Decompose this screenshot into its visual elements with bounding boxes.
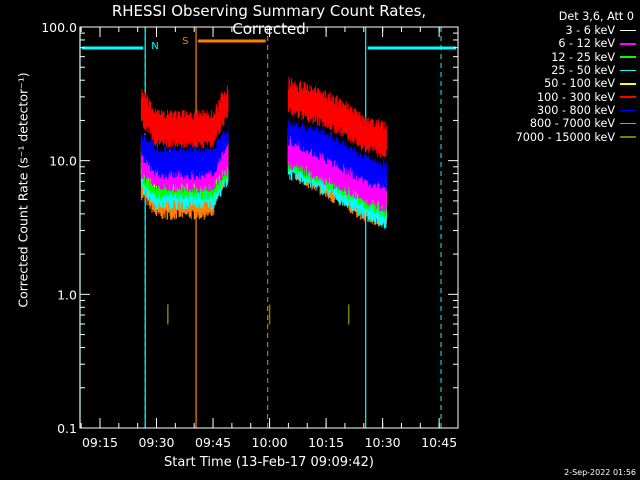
legend-item: 25 - 50 keV [470,64,636,77]
legend-item: 100 - 300 keV [470,90,636,104]
legend-label: 25 - 50 keV [551,64,615,78]
legend-swatch [620,83,636,85]
legend-swatch [620,56,636,58]
x-tick-label: 10:30 [365,435,401,450]
legend-swatch [620,109,636,112]
saa-label: S [182,36,188,47]
legend-label: 50 - 100 keV [544,77,615,91]
x-tick-label: 10:15 [308,435,344,450]
legend-item: 300 - 800 keV [470,104,636,117]
timestamp: 2-Sep-2022 01:56 [564,468,636,477]
legend-label: 800 - 7000 keV [529,117,615,131]
x-axis-label: Start Time (13-Feb-17 09:09:42) [164,455,374,470]
legend-swatch [620,29,636,32]
legend-label: 12 - 25 keV [551,50,615,64]
legend-label: 6 - 12 keV [558,37,615,51]
legend-item: 7000 - 15000 keV [470,130,636,144]
legend-swatch [620,136,636,138]
legend-swatch [620,96,636,98]
chart-title: RHESSI Observing Summary Count Rates, Co… [111,2,427,38]
y-tick-label: 100.0 [41,20,77,35]
legend-swatch [620,69,636,72]
y-axis-label: Corrected Count Rate (s⁻¹ detector⁻¹) [15,72,31,308]
legend-label: 3 - 6 keV [565,24,615,38]
y-tick-label: 10.0 [49,154,77,169]
y-tick-label: 1.0 [57,287,77,302]
legend-item: 50 - 100 keV [470,77,636,90]
series-5 [140,85,229,149]
x-tick-label: 09:15 [82,435,118,450]
x-tick-label: 10:45 [421,435,457,450]
legend-label: 100 - 300 keV [536,90,615,104]
y-tick-label: 0.1 [57,421,77,436]
legend-item: 12 - 25 keV [470,51,636,64]
legend-label: 300 - 800 keV [536,103,615,117]
plot-frame [79,26,459,429]
series-5 [287,76,387,158]
legend: Det 3,6, Att 0 3 - 6 keV 6 - 12 keV 12 - 2… [470,10,636,144]
legend-item: 800 - 7000 keV [470,117,636,130]
x-tick-label: 09:45 [195,435,231,450]
legend-swatch [620,43,636,45]
series-6 [140,115,229,180]
x-tick-label: 10:00 [252,435,288,450]
legend-swatch [620,122,636,125]
legend-item: 3 - 6 keV [470,24,636,37]
legend-label: 7000 - 15000 keV [515,130,615,144]
night-label: N [151,41,158,52]
legend-item: 6 - 12 keV [470,37,636,50]
series-6 [287,108,387,192]
x-tick-label: 09:30 [138,435,174,450]
legend-header: Det 3,6, Att 0 [558,10,634,23]
